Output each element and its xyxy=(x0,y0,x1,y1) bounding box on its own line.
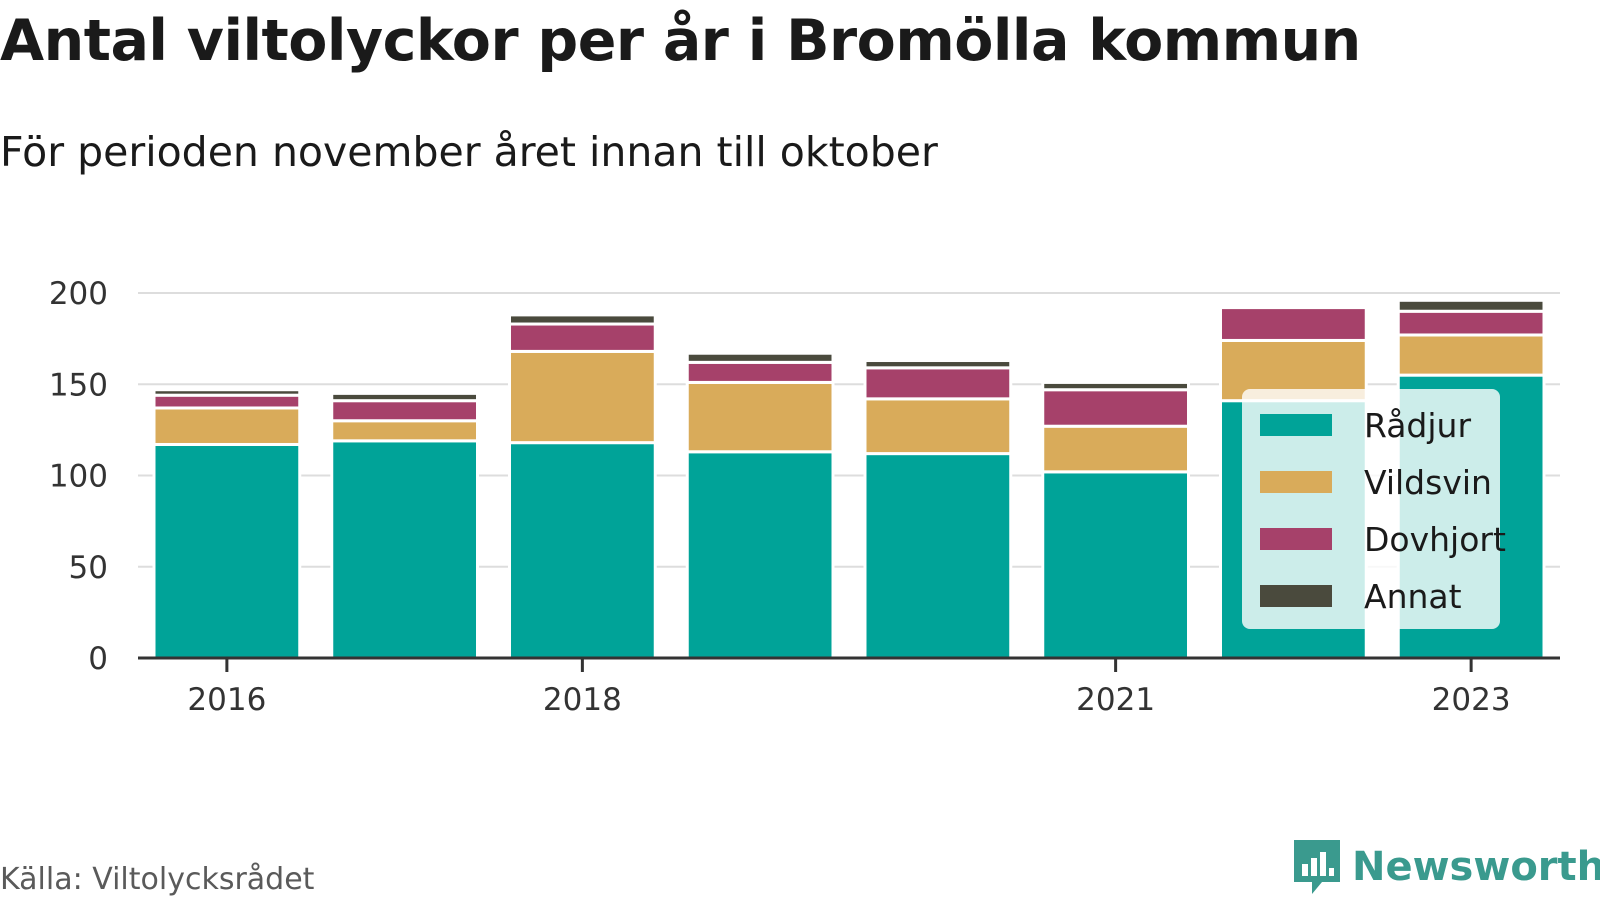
legend-label-dovhjort: Dovhjort xyxy=(1364,520,1506,559)
bar-2017-rådjur xyxy=(330,439,480,660)
bar-2021-rådjur xyxy=(1041,470,1191,660)
bar-2023-annat xyxy=(1396,298,1546,313)
bar-2016-rådjur xyxy=(152,442,302,660)
legend-box xyxy=(1242,389,1500,629)
legend-label-vildsvin: Vildsvin xyxy=(1364,463,1492,502)
bar-2016-dovhjort xyxy=(152,393,302,410)
y-tick-label-50: 50 xyxy=(69,550,108,586)
bar-2019-vildsvin xyxy=(685,380,835,454)
bar-2018-vildsvin xyxy=(507,349,657,445)
legend-swatch-annat xyxy=(1260,585,1332,607)
x-tick-label-2018: 2018 xyxy=(543,682,622,718)
bar-2021-dovhjort xyxy=(1041,388,1191,428)
bar-2022-dovhjort xyxy=(1218,306,1368,342)
legend-label-rådjur: Rådjur xyxy=(1364,406,1471,445)
bar-2017-dovhjort xyxy=(330,399,480,423)
bar-2019-dovhjort xyxy=(685,360,835,384)
x-tick-label-2016: 2016 xyxy=(187,682,266,718)
legend-label-annat: Annat xyxy=(1364,577,1462,616)
bar-2023-dovhjort xyxy=(1396,309,1546,337)
bar-2019-annat xyxy=(685,351,835,364)
brand-logo: Newsworthy xyxy=(1292,838,1600,896)
bar-2020-rådjur xyxy=(863,452,1013,660)
y-tick-label-100: 100 xyxy=(49,459,108,495)
y-tick-label-200: 200 xyxy=(49,276,108,312)
x-tick-label-2021: 2021 xyxy=(1076,682,1155,718)
bar-2017-vildsvin xyxy=(330,419,480,443)
y-tick-label-0: 0 xyxy=(88,641,108,677)
bar-2018-rådjur xyxy=(507,441,657,660)
bar-2016-vildsvin xyxy=(152,406,302,446)
legend-swatch-dovhjort xyxy=(1260,528,1332,550)
bar-2020-annat xyxy=(863,359,1013,370)
bar-2019-rådjur xyxy=(685,450,835,660)
newsworthy-logo-icon xyxy=(1294,840,1340,894)
bar-2023-vildsvin xyxy=(1396,333,1546,377)
legend-swatch-rådjur xyxy=(1260,414,1332,436)
source-note: Källa: Viltolycksrådet xyxy=(0,862,315,897)
bar-2018-dovhjort xyxy=(507,322,657,353)
chart-subtitle: För perioden november året innan till ok… xyxy=(0,128,938,176)
y-tick-label-150: 150 xyxy=(49,367,108,403)
bar-2020-dovhjort xyxy=(863,366,1013,401)
x-tick-label-2023: 2023 xyxy=(1432,682,1511,718)
chart-title: Antal viltolyckor per år i Bromölla komm… xyxy=(0,8,1361,74)
bar-2020-vildsvin xyxy=(863,397,1013,456)
bar-2016-annat xyxy=(152,388,302,397)
legend-swatch-vildsvin xyxy=(1260,471,1332,493)
bar-2017-annat xyxy=(330,391,480,403)
brand-name: Newsworthy xyxy=(1352,844,1600,890)
bar-2021-vildsvin xyxy=(1041,424,1191,474)
bar-2018-annat xyxy=(507,313,657,326)
bar-2021-annat xyxy=(1041,380,1191,392)
